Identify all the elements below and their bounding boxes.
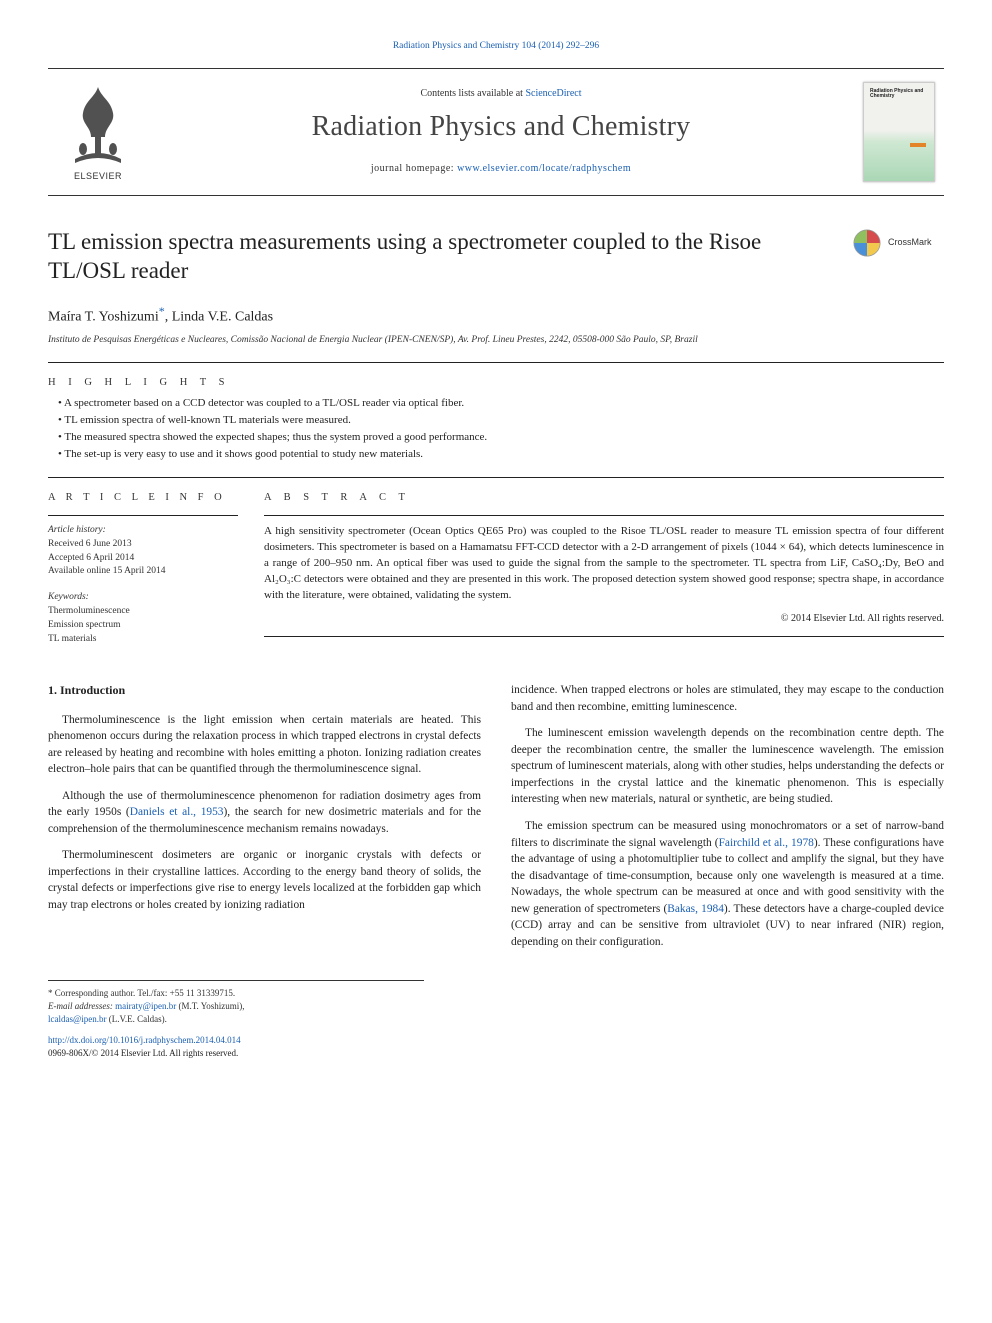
divider: [48, 362, 944, 363]
body-para: incidence. When trapped electrons or hol…: [511, 682, 944, 715]
section-heading: 1. Introduction: [48, 682, 481, 699]
article-info: A R T I C L E I N F O Article history: R…: [48, 490, 238, 646]
email-link-1[interactable]: mairaty@ipen.br: [115, 1001, 176, 1011]
abstract-text: A high sensitivity spectrometer (Ocean O…: [264, 524, 944, 604]
running-head: Radiation Physics and Chemistry 104 (201…: [48, 24, 944, 54]
journal-homepage: journal homepage: www.elsevier.com/locat…: [371, 162, 631, 177]
doi-block: http://dx.doi.org/10.1016/j.radphyschem.…: [48, 1034, 944, 1060]
history-line: Available online 15 April 2014: [48, 566, 166, 576]
citation-link[interactable]: Daniels et al., 1953: [130, 806, 224, 818]
keyword: Thermoluminescence: [48, 606, 130, 616]
history-line: Accepted 6 April 2014: [48, 553, 134, 563]
crossmark-label: CrossMark: [888, 236, 932, 249]
highlight-item: The measured spectra showed the expected…: [58, 430, 944, 446]
body-para: The emission spectrum can be measured us…: [511, 818, 944, 950]
running-head-link[interactable]: Radiation Physics and Chemistry 104 (201…: [393, 41, 599, 51]
abstract-label: A B S T R A C T: [264, 490, 944, 505]
publisher-logo-cell: ELSEVIER: [48, 69, 148, 195]
email-who-1: (M.T. Yoshizumi),: [176, 1001, 244, 1011]
sciencedirect-link[interactable]: ScienceDirect: [525, 88, 581, 99]
email-link-2[interactable]: lcaldas@ipen.br: [48, 1014, 107, 1024]
publisher-name: ELSEVIER: [74, 171, 122, 181]
journal-cover-thumbnail: Radiation Physics and Chemistry: [863, 82, 935, 182]
cover-thumb-cell: Radiation Physics and Chemistry: [854, 69, 944, 195]
journal-center: Contents lists available at ScienceDirec…: [148, 69, 854, 195]
keyword: Emission spectrum: [48, 620, 121, 630]
author-sep: ,: [165, 310, 172, 325]
highlights-list: A spectrometer based on a CCD detector w…: [48, 396, 944, 463]
issn-line: 0969-806X/© 2014 Elsevier Ltd. All right…: [48, 1048, 238, 1058]
cover-accent-icon: [910, 143, 926, 147]
body-para: Although the use of thermoluminescence p…: [48, 788, 481, 838]
history-line: Received 6 June 2013: [48, 539, 132, 549]
author-2[interactable]: Linda V.E. Caldas: [172, 310, 273, 325]
body-para: The luminescent emission wavelength depe…: [511, 725, 944, 808]
contents-prefix: Contents lists available at: [420, 88, 525, 99]
citation-link[interactable]: Fairchild et al., 1978: [719, 837, 814, 849]
body-columns: 1. Introduction Thermoluminescence is th…: [48, 682, 944, 950]
journal-title: Radiation Physics and Chemistry: [312, 107, 691, 148]
article-info-label: A R T I C L E I N F O: [48, 490, 238, 505]
contents-line: Contents lists available at ScienceDirec…: [420, 87, 581, 102]
doi-link[interactable]: http://dx.doi.org/10.1016/j.radphyschem.…: [48, 1035, 241, 1045]
keywords-label: Keywords:: [48, 591, 238, 605]
email-who-2: (L.V.E. Caldas).: [107, 1014, 167, 1024]
divider: [48, 477, 944, 478]
highlights-label: H I G H L I G H T S: [48, 375, 944, 390]
body-para: Thermoluminescence is the light emission…: [48, 712, 481, 778]
authors-line: Maíra T. Yoshizumi*, Linda V.E. Caldas: [48, 303, 944, 328]
author-1[interactable]: Maíra T. Yoshizumi: [48, 310, 159, 325]
homepage-link[interactable]: www.elsevier.com/locate/radphyschem: [457, 163, 631, 174]
divider: [264, 515, 944, 516]
keyword: TL materials: [48, 634, 96, 644]
abstract-copyright: © 2014 Elsevier Ltd. All rights reserved…: [264, 612, 944, 627]
citation-link[interactable]: Bakas, 1984: [667, 903, 724, 915]
cover-thumb-label: Radiation Physics and Chemistry: [870, 89, 928, 100]
elsevier-tree-icon: ELSEVIER: [55, 79, 141, 185]
body-para: Thermoluminescent dosimeters are organic…: [48, 847, 481, 913]
email-label: E-mail addresses:: [48, 1001, 115, 1011]
highlight-item: The set-up is very easy to use and it sh…: [58, 447, 944, 463]
highlight-item: A spectrometer based on a CCD detector w…: [58, 396, 944, 412]
homepage-prefix: journal homepage:: [371, 163, 457, 174]
divider: [48, 515, 238, 516]
crossmark-badge[interactable]: CrossMark: [852, 228, 944, 258]
highlight-item: TL emission spectra of well-known TL mat…: [58, 413, 944, 429]
affiliation: Instituto de Pesquisas Energéticas e Nuc…: [48, 334, 944, 348]
footnotes: * Corresponding author. Tel./fax: +55 11…: [48, 980, 424, 1026]
article-title: TL emission spectra measurements using a…: [48, 228, 832, 286]
journal-header: ELSEVIER Contents lists available at Sci…: [48, 68, 944, 196]
crossmark-icon: [852, 228, 882, 258]
divider: [264, 636, 944, 637]
history-label: Article history:: [48, 525, 106, 535]
abstract-block: A B S T R A C T A high sensitivity spect…: [264, 490, 944, 646]
corr-author-note: * Corresponding author. Tel./fax: +55 11…: [48, 987, 424, 1000]
body-para-text: Although the use of thermoluminescence p…: [48, 790, 481, 835]
